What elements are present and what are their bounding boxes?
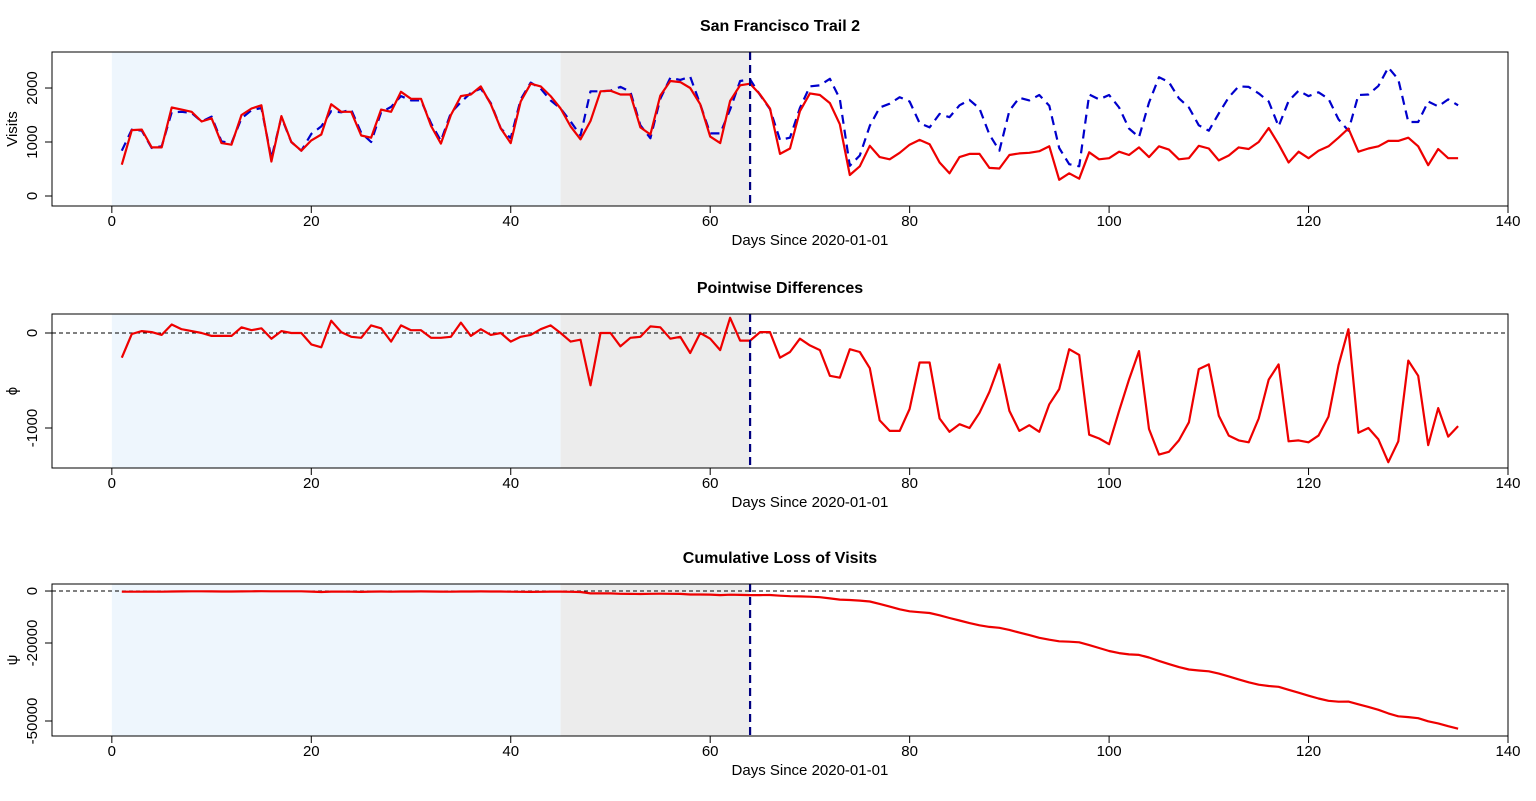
- x-tick-label: 20: [303, 475, 320, 492]
- x-tick-label: 20: [303, 743, 320, 760]
- y-tick-label: -20000: [24, 620, 41, 667]
- y-tick-label: -1000: [24, 409, 41, 447]
- y-tick-label: 1000: [24, 125, 41, 158]
- x-tick-label: 0: [108, 743, 116, 760]
- shaded-region: [111, 52, 561, 206]
- plot-frame: [51, 583, 1509, 737]
- shaded-region: [560, 584, 751, 736]
- x-tick-label: 120: [1296, 475, 1321, 492]
- plot-frame: [51, 51, 1509, 207]
- x-tick-label: 20: [303, 213, 320, 230]
- x-tick-label: 0: [108, 475, 116, 492]
- x-tick-label: 140: [1495, 743, 1520, 760]
- shaded-region: [560, 314, 751, 468]
- x-tick-label: 40: [502, 743, 519, 760]
- x-tick-label: 60: [702, 213, 719, 230]
- x-tick-label: 60: [702, 475, 719, 492]
- shaded-region: [111, 314, 561, 468]
- y-tick-label: -50000: [24, 698, 41, 745]
- chart-title: Cumulative Loss of Visits: [683, 550, 878, 567]
- x-tick-label: 120: [1296, 213, 1321, 230]
- y-axis-label: ψ: [4, 655, 21, 666]
- shaded-region: [560, 52, 751, 206]
- y-tick-label: 2000: [24, 71, 41, 104]
- x-tick-label: 80: [901, 213, 918, 230]
- y-axis-label: Visits: [4, 111, 21, 147]
- data-line: [121, 590, 1459, 730]
- x-tick-label: 0: [108, 213, 116, 230]
- chart-title: Pointwise Differences: [697, 280, 863, 297]
- x-tick-label: 80: [901, 743, 918, 760]
- x-tick-label: 40: [502, 475, 519, 492]
- y-tick-label: 0: [24, 587, 41, 595]
- plot-frame: [51, 313, 1509, 469]
- x-axis-label: Days Since 2020-01-01: [732, 762, 889, 779]
- x-tick-label: 140: [1495, 475, 1520, 492]
- y-tick-label: 0: [24, 329, 41, 337]
- x-axis-label: Days Since 2020-01-01: [732, 494, 889, 511]
- x-tick-label: 40: [502, 213, 519, 230]
- shaded-region: [111, 584, 561, 736]
- x-tick-label: 100: [1097, 475, 1122, 492]
- data-line: [120, 316, 1459, 464]
- x-tick-label: 80: [901, 475, 918, 492]
- y-tick-label: 0: [24, 192, 41, 200]
- x-tick-label: 100: [1097, 743, 1122, 760]
- x-tick-label: 60: [702, 743, 719, 760]
- x-tick-label: 100: [1097, 213, 1122, 230]
- y-axis-label: ϕ: [4, 387, 21, 395]
- x-tick-label: 140: [1495, 213, 1520, 230]
- data-line: [120, 79, 1459, 181]
- x-axis-label: Days Since 2020-01-01: [732, 232, 889, 249]
- chart-title: San Francisco Trail 2: [700, 18, 860, 35]
- x-tick-label: 120: [1296, 743, 1321, 760]
